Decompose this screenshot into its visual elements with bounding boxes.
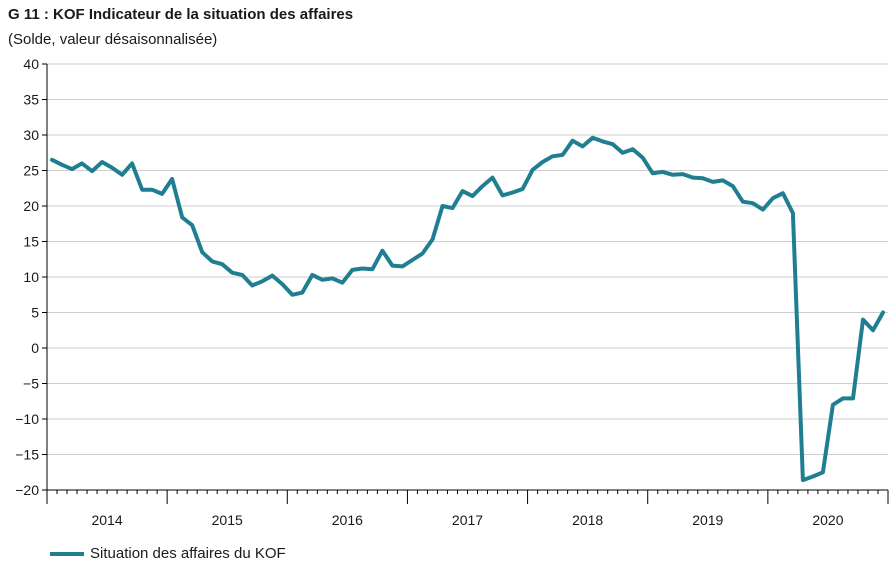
- y-tick-label: 0: [31, 340, 39, 356]
- y-tick-label: 5: [31, 305, 39, 321]
- y-tick-label: −10: [15, 411, 39, 427]
- x-tick-label: 2015: [212, 512, 243, 528]
- x-tick-label: 2016: [332, 512, 363, 528]
- chart-subtitle: (Solde, valeur désaisonnalisée): [8, 31, 218, 48]
- x-tick-label: 2020: [812, 512, 843, 528]
- legend-label: Situation des affaires du KOF: [90, 545, 286, 562]
- y-tick-label: 35: [23, 92, 39, 108]
- y-tick-label: 15: [23, 234, 39, 250]
- y-tick-label: 10: [23, 269, 39, 285]
- y-tick-label: −15: [15, 447, 39, 463]
- y-tick-label: 20: [23, 198, 39, 214]
- x-tick-label: 2018: [572, 512, 603, 528]
- x-tick-label: 2014: [91, 512, 122, 528]
- x-tick-label: 2019: [692, 512, 723, 528]
- chart-title: G 11 : KOF Indicateur de la situation de…: [8, 6, 354, 23]
- y-tick-label: 25: [23, 163, 39, 179]
- series-line: [50, 135, 885, 483]
- y-tick-label: 40: [23, 56, 39, 72]
- y-tick-label: −5: [23, 376, 39, 392]
- legend: Situation des affaires du KOF: [50, 545, 286, 562]
- x-tick-label: 2017: [452, 512, 483, 528]
- legend-swatch: [50, 551, 84, 556]
- y-tick-label: 30: [23, 127, 39, 143]
- y-tick-label: −20: [15, 482, 39, 498]
